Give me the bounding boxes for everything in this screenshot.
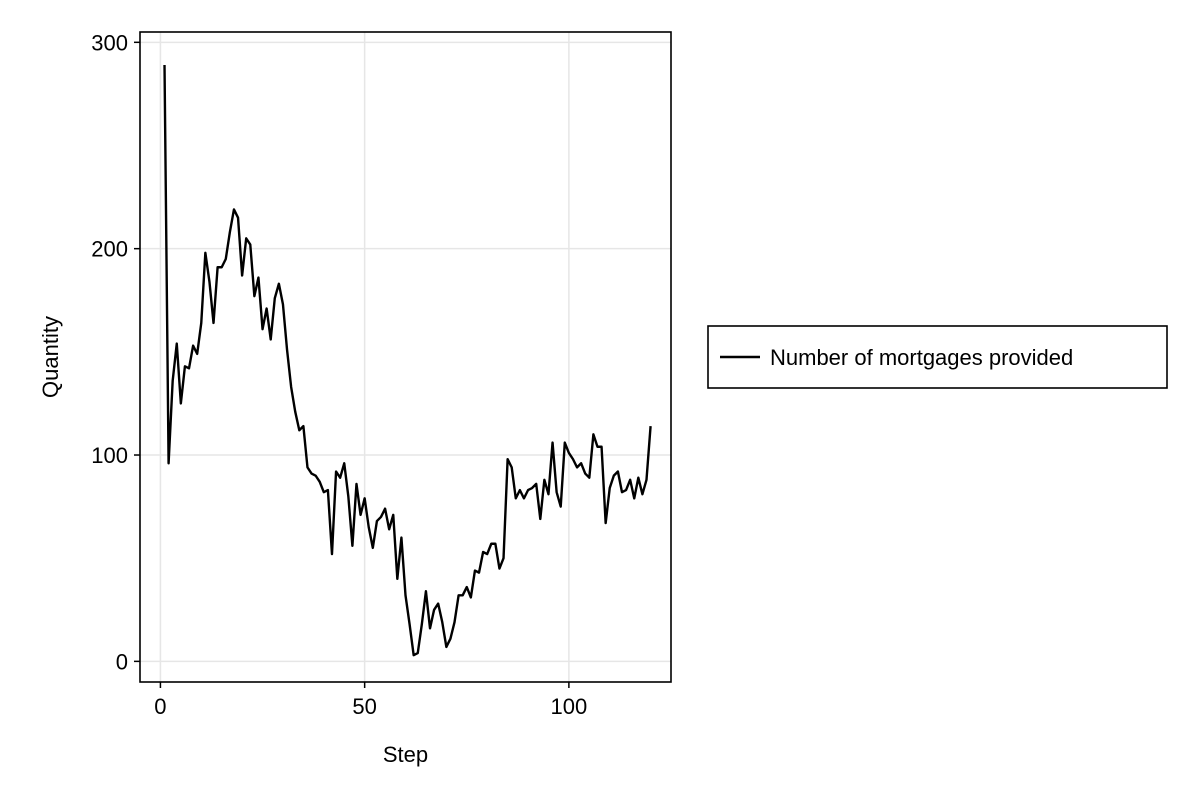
x-tick-label: 50 [352, 694, 376, 719]
x-axis-ticks: 0 50 100 [154, 682, 587, 719]
y-tick-label: 0 [116, 649, 128, 674]
legend: Number of mortgages provided [707, 325, 1168, 389]
legend-label: Number of mortgages provided [770, 345, 1073, 370]
x-tick-label: 100 [551, 694, 588, 719]
legend-box [707, 325, 1168, 389]
y-tick-label: 100 [91, 443, 128, 468]
y-axis-label: Quantity [38, 316, 63, 398]
x-axis-label: Step [383, 742, 428, 767]
plot-frame [139, 31, 672, 683]
y-tick-label: 200 [91, 237, 128, 262]
series-line-mortgages [163, 65, 652, 657]
series-layer [163, 65, 652, 657]
y-tick-label: 300 [91, 30, 128, 55]
x-tick-label: 0 [154, 694, 166, 719]
y-axis-ticks: 0 100 200 300 [91, 30, 140, 674]
